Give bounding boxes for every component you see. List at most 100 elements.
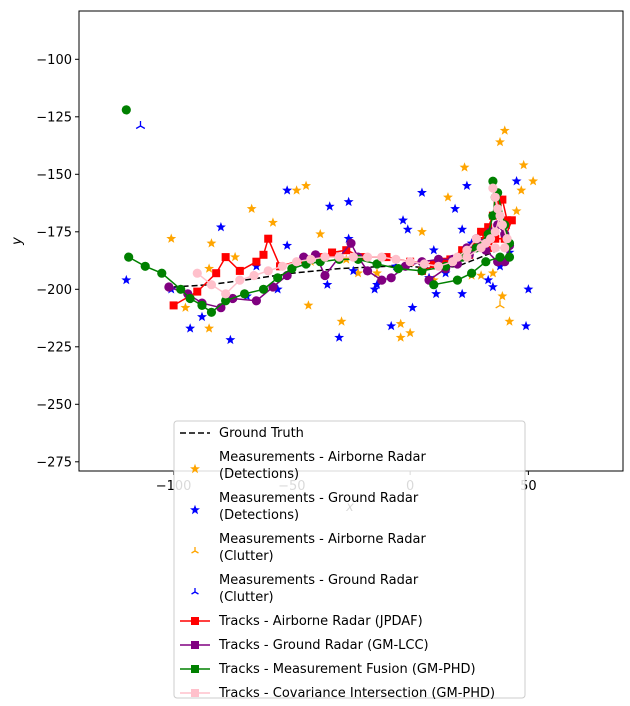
series-9	[121, 105, 131, 115]
legend-marker	[191, 617, 199, 625]
data-point	[336, 316, 347, 326]
data-point	[346, 238, 356, 248]
data-point	[433, 254, 444, 264]
data-point	[491, 234, 500, 243]
data-point	[495, 300, 505, 309]
data-point	[353, 268, 364, 278]
data-point	[429, 280, 439, 290]
data-point	[291, 185, 302, 195]
data-point	[301, 180, 312, 191]
legend-label: (Clutter)	[219, 549, 274, 564]
data-point	[135, 121, 146, 130]
data-point	[395, 332, 406, 342]
data-point	[121, 105, 131, 115]
data-point	[287, 264, 297, 274]
data-point	[185, 293, 195, 304]
legend-item: Measurements - Airborne Radar (Detections…	[190, 450, 426, 482]
data-point	[215, 222, 226, 232]
data-point	[467, 268, 477, 278]
data-point	[487, 281, 498, 292]
data-point	[180, 302, 191, 312]
data-point	[315, 228, 326, 239]
data-point	[166, 233, 177, 243]
legend-label: Measurements - Airborne Radar	[219, 450, 426, 465]
data-point	[395, 318, 406, 329]
data-point	[511, 205, 522, 216]
legend-label: Tracks - Ground Radar (GM-LCC)	[218, 638, 429, 653]
data-point	[488, 211, 498, 221]
data-point	[372, 259, 382, 269]
data-point	[299, 252, 309, 262]
data-point	[484, 223, 493, 232]
data-point	[343, 233, 354, 243]
legend-label: (Detections)	[219, 508, 299, 523]
data-point	[443, 192, 453, 202]
data-point	[490, 227, 500, 237]
data-point	[372, 279, 382, 289]
data-point	[487, 268, 498, 278]
data-point	[516, 185, 527, 195]
data-point	[523, 284, 534, 294]
data-point	[504, 252, 515, 262]
data-point	[306, 254, 316, 264]
data-point	[462, 245, 472, 255]
data-point	[500, 243, 510, 253]
data-point	[450, 203, 461, 214]
data-point	[204, 263, 215, 273]
y-tick-label: −125	[36, 110, 72, 125]
legend-box	[173, 420, 526, 699]
data-point	[481, 257, 491, 267]
data-point	[164, 282, 174, 292]
data-point	[476, 270, 487, 280]
data-point	[382, 253, 391, 262]
data-point	[316, 253, 325, 262]
data-point	[334, 332, 345, 342]
data-point	[206, 238, 217, 248]
data-point	[206, 280, 217, 290]
legend: Ground Truth Measurements - Airborne Rada…	[173, 420, 526, 701]
data-point	[429, 260, 438, 268]
data-point	[192, 268, 202, 278]
y-tick-label: −275	[36, 455, 72, 470]
data-point	[477, 227, 486, 236]
y-tick-label: −200	[36, 283, 72, 298]
data-point	[461, 180, 472, 191]
legend-item: Tracks - Measurement Fusion (GM-PHD)	[180, 662, 476, 677]
data-point	[488, 176, 498, 186]
legend-item: Ground Truth	[180, 426, 304, 441]
data-point	[386, 273, 396, 283]
data-point	[277, 261, 288, 271]
data-point	[249, 270, 259, 281]
data-point	[225, 334, 236, 345]
data-point	[528, 176, 539, 186]
data-point	[348, 265, 359, 276]
data-point	[235, 266, 244, 275]
data-point	[251, 296, 261, 306]
data-point	[417, 266, 427, 276]
legend-label: Tracks - Airborne Radar (JPDAF)	[218, 614, 423, 629]
data-point	[391, 254, 401, 264]
legend-item: Measurements - Ground Radar (Clutter)	[191, 573, 419, 605]
data-point	[490, 192, 500, 202]
legend-marker	[191, 689, 199, 697]
data-point	[348, 252, 358, 262]
y-tick-label: −225	[36, 340, 72, 355]
y-axis-label: y	[10, 237, 25, 246]
data-point	[258, 284, 269, 294]
legend-marker	[190, 504, 200, 515]
legend-marker	[190, 463, 200, 474]
data-point	[206, 307, 217, 317]
y-tick-label: −100	[36, 53, 72, 68]
data-point	[462, 252, 472, 262]
data-point	[483, 274, 494, 285]
legend-label: Ground Truth	[219, 426, 304, 441]
data-point	[499, 125, 510, 135]
legend-item: Measurements - Airborne Radar (Clutter)	[191, 532, 426, 564]
data-point	[322, 279, 333, 289]
data-point	[235, 275, 245, 285]
data-point	[503, 216, 512, 225]
y-tick-label: −175	[36, 225, 72, 240]
data-point	[405, 257, 415, 267]
data-point	[386, 320, 397, 331]
data-point	[504, 316, 515, 326]
